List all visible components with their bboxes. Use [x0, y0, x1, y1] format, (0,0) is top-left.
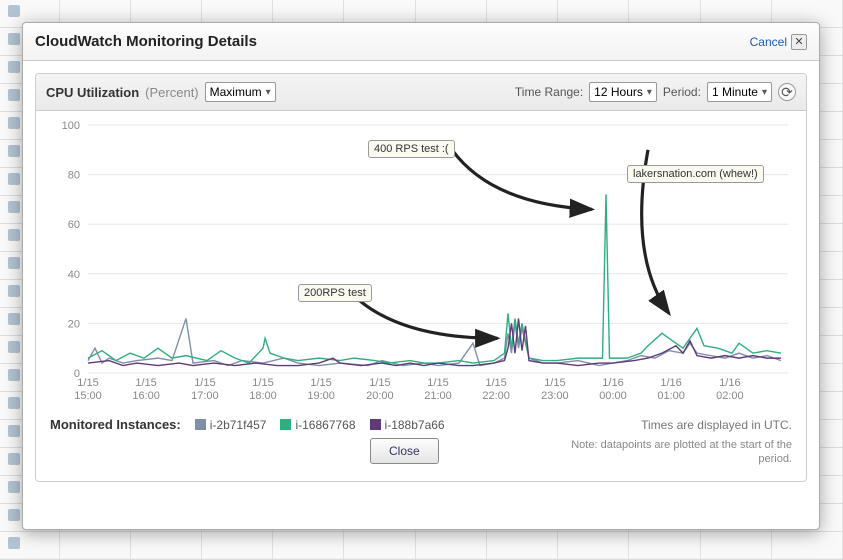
chart-area: 0204060801001/1515:001/1516:001/1517:001…: [36, 111, 806, 411]
svg-text:15:00: 15:00: [74, 390, 102, 402]
monitoring-modal: CloudWatch Monitoring Details Cancel ✕ C…: [22, 22, 820, 530]
svg-text:21:00: 21:00: [424, 390, 452, 402]
svg-text:01:00: 01:00: [657, 390, 685, 402]
legend-item: i-16867768: [280, 418, 355, 432]
svg-text:1/16: 1/16: [660, 377, 681, 389]
monitored-label: Monitored Instances:: [50, 417, 181, 432]
refresh-icon[interactable]: ⟳: [778, 83, 796, 101]
svg-text:1/15: 1/15: [310, 377, 331, 389]
svg-text:22:00: 22:00: [482, 390, 510, 402]
statistic-select[interactable]: Maximum: [205, 82, 276, 102]
svg-text:1/15: 1/15: [135, 377, 156, 389]
metric-title: CPU Utilization: [46, 85, 139, 100]
svg-text:1/15: 1/15: [369, 377, 390, 389]
svg-text:1/15: 1/15: [194, 377, 215, 389]
svg-text:1/15: 1/15: [77, 377, 98, 389]
svg-text:60: 60: [68, 219, 80, 231]
legend-item: i-2b71f457: [195, 418, 267, 432]
svg-text:1/16: 1/16: [719, 377, 740, 389]
svg-text:1/15: 1/15: [252, 377, 273, 389]
cancel-link[interactable]: Cancel: [750, 35, 787, 49]
chart-annotation: 200RPS test: [298, 284, 372, 302]
modal-title: CloudWatch Monitoring Details: [35, 33, 257, 50]
close-button[interactable]: Close: [370, 438, 439, 464]
svg-text:100: 100: [62, 120, 80, 132]
svg-text:80: 80: [68, 170, 80, 182]
chart-svg: 0204060801001/1515:001/1516:001/1517:001…: [46, 117, 798, 407]
svg-text:00:00: 00:00: [599, 390, 627, 402]
svg-text:20:00: 20:00: [366, 390, 394, 402]
svg-text:20: 20: [68, 318, 80, 330]
svg-text:19:00: 19:00: [307, 390, 335, 402]
svg-text:1/16: 1/16: [602, 377, 623, 389]
time-range-label: Time Range:: [515, 85, 583, 99]
svg-text:1/15: 1/15: [485, 377, 506, 389]
svg-text:18:00: 18:00: [249, 390, 277, 402]
utc-note: Times are displayed in UTC.: [641, 418, 792, 432]
chart-annotation: 400 RPS test :(: [368, 140, 455, 158]
svg-text:1/15: 1/15: [427, 377, 448, 389]
chart-annotation: lakersnation.com (whew!): [627, 165, 764, 183]
svg-text:1/15: 1/15: [544, 377, 565, 389]
period-label: Period:: [663, 85, 701, 99]
chart-panel: CPU Utilization (Percent) Maximum Time R…: [35, 73, 807, 482]
svg-text:02:00: 02:00: [716, 390, 744, 402]
close-icon[interactable]: ✕: [791, 34, 807, 50]
panel-header: CPU Utilization (Percent) Maximum Time R…: [36, 74, 806, 111]
period-select[interactable]: 1 Minute: [707, 82, 772, 102]
time-range-select[interactable]: 12 Hours: [589, 82, 657, 102]
modal-header: CloudWatch Monitoring Details Cancel ✕: [23, 23, 819, 61]
plot-note: Note: datapoints are plotted at the star…: [562, 438, 792, 467]
metric-unit: (Percent): [145, 85, 198, 100]
svg-text:16:00: 16:00: [132, 390, 160, 402]
svg-text:23:00: 23:00: [541, 390, 569, 402]
svg-text:40: 40: [68, 269, 80, 281]
panel-footer: Monitored Instances: i-2b71f457 i-1686776…: [36, 411, 806, 481]
legend-item: i-188b7a66: [370, 418, 445, 432]
svg-text:17:00: 17:00: [191, 390, 219, 402]
